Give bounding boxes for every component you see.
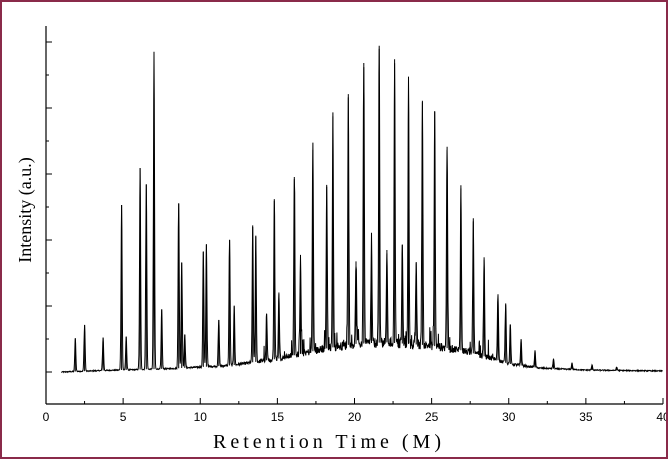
- x-tick-label: 30: [502, 410, 516, 424]
- axes-layer: 0 5 10 15 20 25 30 35 40: [43, 26, 666, 424]
- x-tick-label: 40: [656, 410, 666, 424]
- y-axis-label: Intensity (a.u.): [15, 157, 36, 262]
- x-tick-label: 25: [425, 410, 439, 424]
- x-tick-label: 5: [120, 410, 127, 424]
- x-tick-label: 10: [194, 410, 208, 424]
- x-tick-label: 0: [43, 410, 50, 424]
- x-tick-label: 15: [271, 410, 285, 424]
- x-axis-label: Retention Time (M): [213, 431, 445, 453]
- trace-layer: [60, 45, 663, 374]
- chromatogram-trace: [60, 45, 663, 374]
- x-tick-label: 35: [579, 410, 593, 424]
- x-tick-label: 20: [348, 410, 362, 424]
